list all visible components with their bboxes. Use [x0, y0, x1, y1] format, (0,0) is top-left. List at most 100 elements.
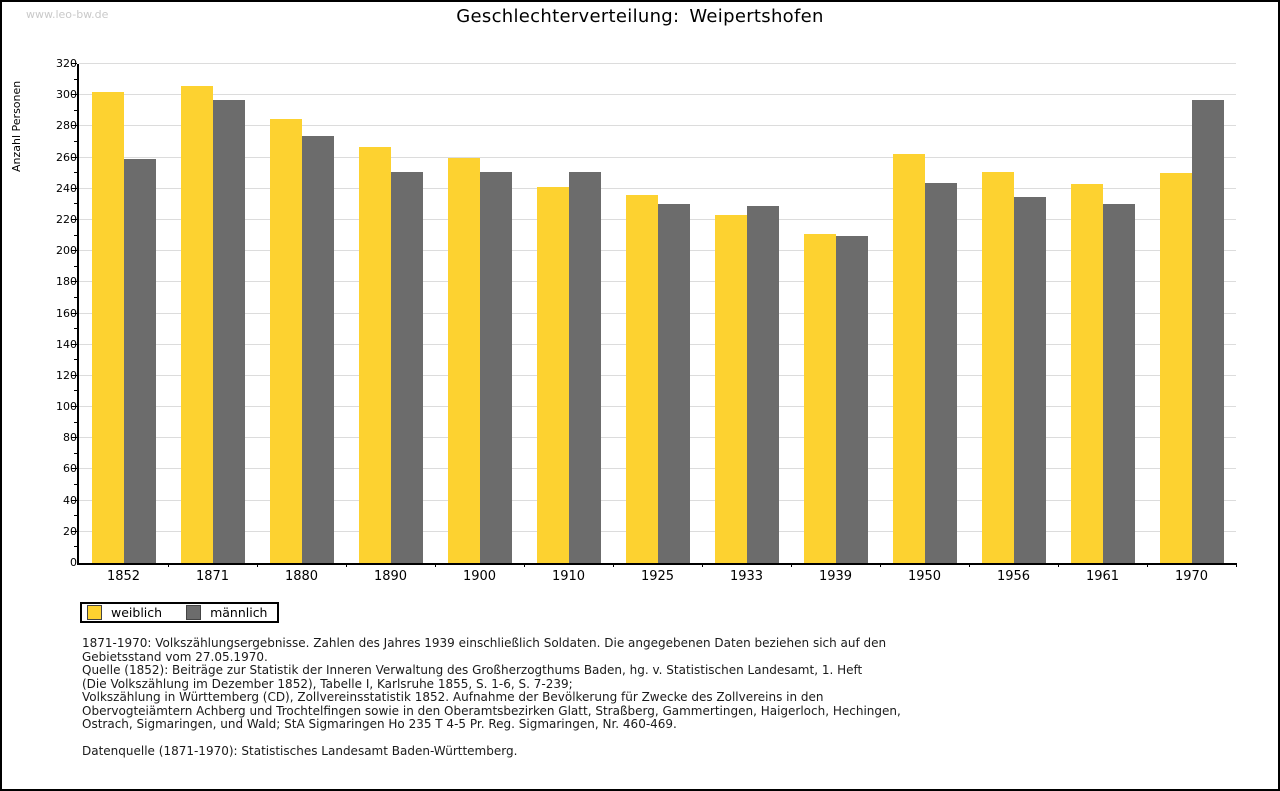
- x-axis-tick: [524, 563, 525, 567]
- bar-weiblich-1961: [1070, 184, 1103, 563]
- y-axis-tick-label: 160: [56, 306, 77, 320]
- footnote-line: Ostrach, Sigmaringen, und Wald; StA Sigm…: [82, 717, 677, 731]
- footnote-line: Gebietsstand vom 27.05.1970.: [82, 649, 268, 664]
- x-axis-label-1970: 1970: [1174, 569, 1209, 584]
- x-axis-tick: [1236, 563, 1237, 567]
- gridline: [79, 156, 1236, 158]
- legend: weiblich männlich: [80, 602, 280, 623]
- y-axis-tick-label: 320: [56, 57, 77, 70]
- x-axis-tick: [791, 563, 792, 567]
- y-axis-tick: [74, 203, 77, 205]
- bar-weiblich-1852: [91, 92, 124, 563]
- y-axis-tick: [71, 156, 77, 158]
- y-axis-tick-label: 0: [70, 556, 77, 569]
- bar-group-1950: [880, 64, 969, 563]
- bar-group-1880: [257, 64, 346, 563]
- y-axis-tick: [71, 218, 77, 220]
- y-axis-tick-label: 100: [56, 400, 77, 414]
- x-axis-tick: [257, 563, 258, 567]
- x-axis-label-1880: 1880: [284, 569, 319, 584]
- x-axis-label-1933: 1933: [729, 569, 764, 584]
- y-axis-tick: [74, 172, 77, 174]
- y-axis-tick: [74, 296, 77, 298]
- leo-bw-watermark: www.leo-bw.de: [26, 8, 109, 21]
- footnote-block: 1871-1970: Volkszählungsergebnisse. Zahl…: [82, 636, 901, 759]
- y-axis-tick-label: 120: [56, 368, 77, 382]
- bar-group-1925: [613, 64, 702, 563]
- x-axis-tick: [613, 563, 614, 567]
- bar-weiblich-1880: [269, 118, 302, 563]
- legend-item-weiblich: weiblich: [87, 605, 162, 620]
- x-axis-tick: [168, 563, 169, 567]
- y-axis-tick-label: 240: [56, 181, 77, 195]
- y-axis-tick: [71, 437, 77, 439]
- bar-group-1956: [969, 64, 1058, 563]
- bar-group-1852: [79, 64, 168, 563]
- bar-männlich-1852: [123, 159, 156, 563]
- x-axis-label-1961: 1961: [1085, 569, 1120, 584]
- x-axis-label-1900: 1900: [462, 569, 497, 584]
- y-axis-tick: [74, 390, 77, 392]
- x-axis-tick: [435, 563, 436, 567]
- x-axis-label-1910: 1910: [551, 569, 586, 584]
- footnote-line: 1871-1970: Volkszählungsergebnisse. Zahl…: [82, 636, 887, 650]
- bar-weiblich-1925: [625, 195, 658, 563]
- y-axis-tick-label: 300: [56, 88, 77, 102]
- y-axis-tick-label: 260: [56, 150, 77, 164]
- bar-weiblich-1910: [536, 187, 569, 563]
- y-axis-tick: [74, 109, 77, 111]
- y-axis-tick: [71, 125, 77, 127]
- bar-weiblich-1950: [892, 154, 925, 563]
- y-axis-title: Anzahl Personen: [10, 80, 23, 172]
- maennlich-swatch: [186, 605, 202, 620]
- bar-männlich-1910: [568, 171, 601, 563]
- bar-group-1871: [168, 64, 257, 563]
- y-axis-tick: [74, 359, 77, 361]
- x-axis-label-1871: 1871: [195, 569, 230, 584]
- bar-weiblich-1900: [447, 157, 480, 563]
- x-axis-tick: [1058, 563, 1059, 567]
- bar-weiblich-1970: [1159, 173, 1192, 563]
- bar-männlich-1956: [1013, 196, 1046, 563]
- y-axis-tick-label: 180: [56, 275, 77, 289]
- y-axis-tick: [71, 281, 77, 283]
- footnote-line: Quelle (1852): Beiträge zur Statistik de…: [82, 663, 863, 677]
- bar-männlich-1961: [1102, 204, 1135, 563]
- bar-group-1933: [702, 64, 791, 563]
- y-axis-tick: [74, 328, 77, 330]
- y-axis-tick: [74, 421, 77, 423]
- bar-männlich-1933: [746, 205, 779, 563]
- bar-weiblich-1933: [714, 215, 747, 563]
- footnote-line: (Die Volkszählung im Dezember 1852), Tab…: [82, 676, 573, 691]
- x-axis-tick: [969, 563, 970, 567]
- bar-männlich-1939: [835, 235, 868, 563]
- bar-männlich-1925: [657, 204, 690, 563]
- bar-weiblich-1939: [803, 233, 836, 563]
- gridline: [79, 187, 1236, 189]
- x-axis-label-1956: 1956: [996, 569, 1031, 584]
- y-axis-tick: [74, 265, 77, 267]
- plot-area: 0 20 40 60 80 100 120 140 160 180 200 220 240 260 280 3…: [56, 57, 1237, 584]
- chart-title: Geschlechterverteilung: Weipertshofen: [2, 6, 1278, 27]
- bar-group-1910: [524, 64, 613, 563]
- y-axis-tick: [74, 484, 77, 486]
- chart-title-prefix: Geschlechterverteilung:: [456, 6, 680, 27]
- bar-group-1890: [346, 64, 435, 563]
- gridline: [79, 63, 1236, 64]
- y-axis-tick: [71, 468, 77, 470]
- y-axis-tick-label: 140: [56, 337, 77, 351]
- y-axis-tick: [71, 530, 77, 532]
- y-axis-tick-label: 40: [63, 493, 77, 507]
- y-axis-tick: [71, 94, 77, 96]
- gridline: [79, 94, 1236, 96]
- x-axis-label-1939: 1939: [818, 569, 853, 584]
- bar-männlich-1950: [924, 182, 957, 563]
- x-axis-tick: [702, 563, 703, 567]
- legend-item-maennlich: männlich: [186, 605, 267, 620]
- footnote-line: Obervogteiämtern Achberg und Trochtelfin…: [82, 703, 901, 718]
- y-axis-tick: [71, 312, 77, 314]
- bar-männlich-1880: [301, 135, 334, 563]
- legend-label-maennlich: männlich: [210, 605, 268, 620]
- legend-label-weiblich: weiblich: [111, 605, 163, 620]
